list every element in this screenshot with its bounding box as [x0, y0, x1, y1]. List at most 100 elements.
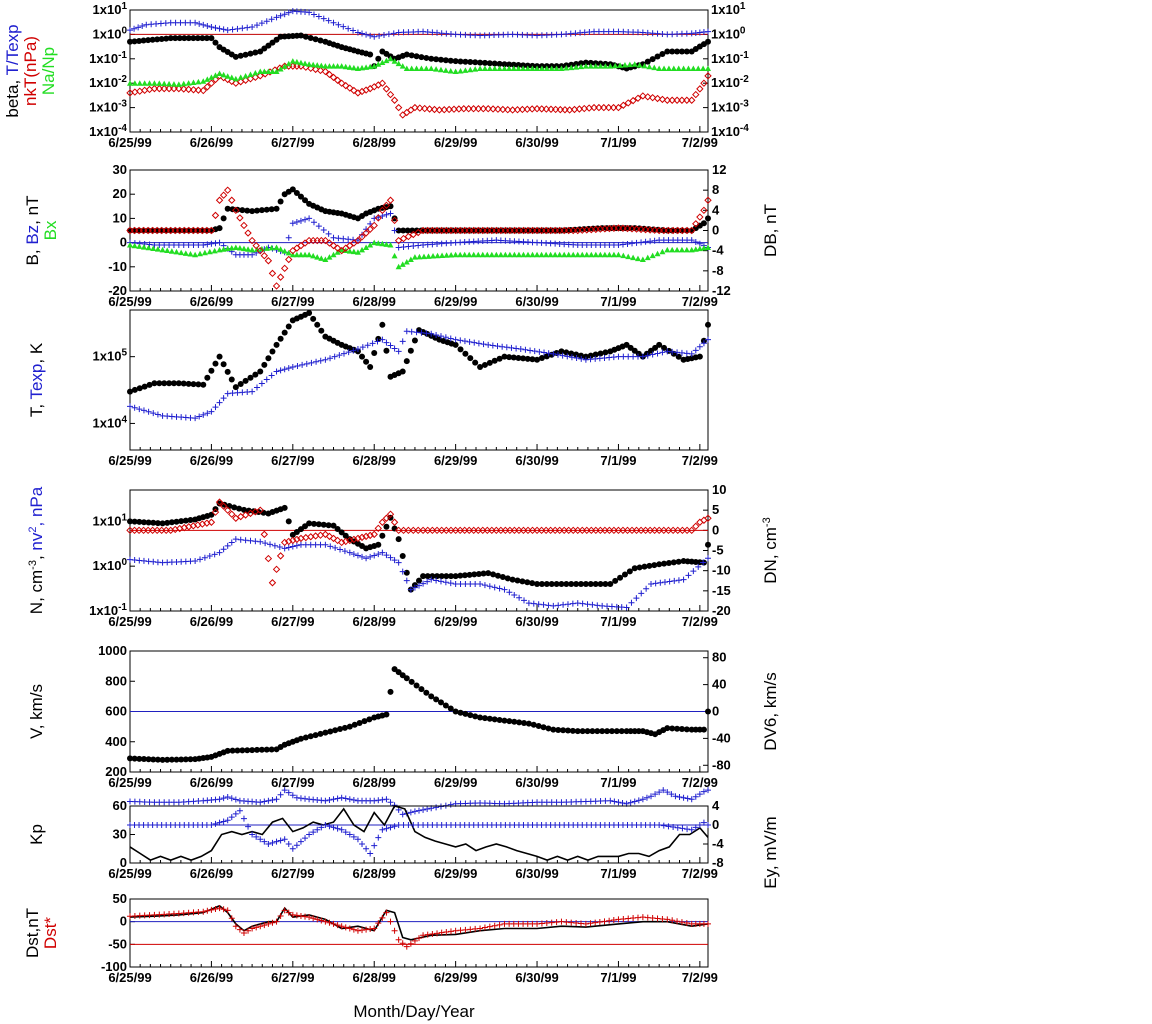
- data-point: [236, 505, 243, 512]
- right-y-tick-label: 10: [712, 482, 726, 497]
- data-point: [257, 836, 264, 843]
- data-point: [499, 343, 506, 350]
- data-point: [306, 520, 313, 527]
- data-point: [424, 931, 431, 938]
- data-point: [428, 55, 435, 62]
- data-point: [374, 81, 383, 89]
- data-point: [615, 251, 622, 258]
- tick-base: 1x10: [711, 51, 740, 66]
- data-point: [245, 823, 252, 830]
- data-point: [545, 350, 552, 357]
- data-point: [200, 242, 207, 249]
- data-point: [705, 215, 711, 222]
- data-point: [313, 358, 320, 365]
- data-point: [318, 62, 325, 69]
- data-point: [574, 728, 581, 735]
- data-point: [636, 564, 643, 571]
- data-point: [297, 59, 304, 66]
- data-point: [329, 241, 338, 250]
- data-point: [185, 35, 192, 42]
- data-point: [651, 64, 658, 71]
- data-point: [334, 795, 341, 802]
- data-point: [265, 920, 272, 927]
- data-point: [262, 540, 269, 547]
- data-point: [151, 380, 158, 387]
- data-point: [197, 250, 204, 257]
- data-point: [180, 80, 187, 87]
- data-point: [256, 72, 264, 80]
- data-point: [559, 352, 566, 359]
- data-point: [390, 216, 399, 225]
- data-point: [354, 836, 361, 843]
- data-point: [486, 359, 493, 366]
- data-point: [369, 340, 376, 347]
- y-axis-label: N, cm-3, nv2, nPa: [27, 486, 46, 614]
- data-point: [350, 833, 357, 840]
- data-point: [351, 721, 358, 728]
- data-point: [228, 510, 236, 518]
- data-point: [136, 37, 143, 44]
- data-point: [173, 248, 180, 255]
- data-point: [607, 581, 614, 588]
- data-point: [387, 799, 394, 806]
- y-tick-label: 0: [120, 855, 127, 870]
- y-axis-label-part: Dst*: [41, 917, 60, 950]
- data-point: [234, 747, 241, 754]
- data-point: [462, 58, 469, 65]
- data-point: [151, 80, 158, 86]
- x-tick-label: 6/29/99: [434, 135, 477, 150]
- data-point: [155, 84, 164, 93]
- data-point: [490, 571, 497, 578]
- data-point: [629, 240, 636, 247]
- x-tick-label: 6/30/99: [515, 866, 558, 881]
- data-point: [281, 787, 288, 794]
- data-point: [358, 533, 366, 542]
- data-point: [200, 381, 207, 388]
- right-axis-label-part: -3: [761, 517, 773, 527]
- data-point: [461, 572, 468, 579]
- data-point: [416, 577, 422, 584]
- data-point: [317, 357, 324, 364]
- series-t: [127, 310, 711, 395]
- data-point: [314, 826, 321, 833]
- data-point: [641, 62, 648, 69]
- data-point: [452, 58, 459, 65]
- data-point: [597, 581, 604, 588]
- y-tick-label: 1x100: [93, 25, 128, 42]
- data-point: [387, 688, 394, 695]
- data-point: [242, 51, 249, 58]
- data-point: [378, 79, 387, 87]
- data-point: [253, 384, 260, 391]
- data-point: [302, 197, 309, 204]
- data-point: [330, 796, 337, 803]
- data-point: [200, 21, 207, 28]
- data-point: [194, 35, 201, 42]
- data-point: [700, 65, 707, 72]
- data-point: [637, 225, 645, 234]
- data-point: [705, 244, 711, 250]
- data-point: [632, 225, 641, 233]
- data-point: [589, 601, 596, 608]
- data-point: [506, 65, 513, 72]
- data-point: [200, 908, 207, 915]
- data-point: [320, 521, 327, 528]
- series-line: [129, 904, 709, 941]
- data-point: [407, 347, 414, 354]
- data-point: [438, 573, 445, 580]
- data-point: [433, 804, 440, 811]
- data-point: [195, 381, 202, 388]
- data-point: [379, 796, 386, 803]
- x-tick-label: 6/27/99: [271, 775, 314, 790]
- tick-exponent: 1: [121, 512, 127, 523]
- data-point: [457, 572, 464, 579]
- data-point: [192, 558, 199, 565]
- data-point: [208, 822, 215, 828]
- data-point: [281, 504, 288, 511]
- data-point: [224, 27, 231, 34]
- data-point: [307, 64, 315, 73]
- data-point: [475, 570, 482, 577]
- data-point: [167, 35, 174, 42]
- data-point: [649, 351, 656, 358]
- data-point: [457, 337, 464, 344]
- series-dv6: [127, 787, 711, 818]
